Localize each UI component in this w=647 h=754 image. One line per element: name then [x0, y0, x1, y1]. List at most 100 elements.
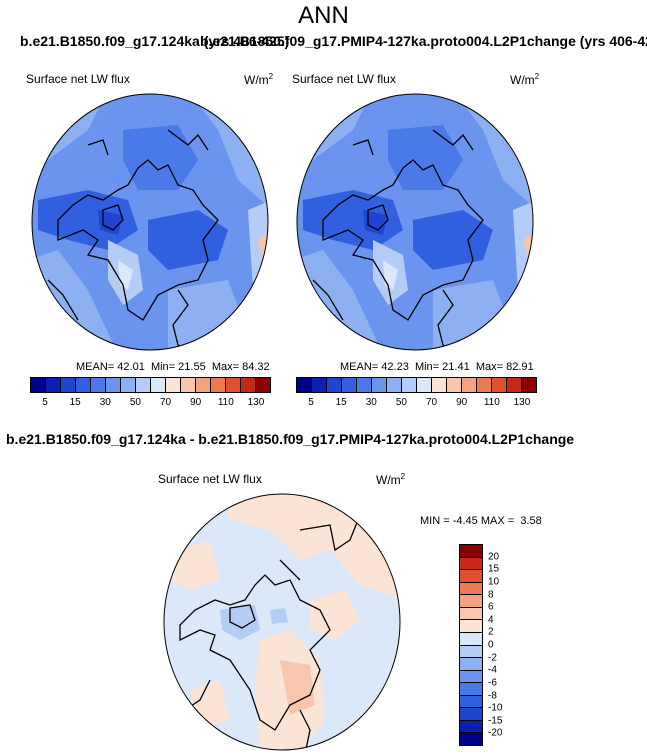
colorbar-tick-label: 50: [129, 397, 141, 408]
colorbar-tick-label: -10: [488, 702, 503, 714]
colorbar-swatch: [196, 378, 211, 392]
colorbar-tick-label: -4: [488, 664, 497, 676]
panel1-header: b.e21.B1850.f09_g17.124ka (yrs 406-425): [20, 33, 290, 49]
colorbar-tick-label: 20: [488, 551, 500, 563]
colorbar-tick-label: 90: [456, 397, 468, 408]
colorbar-tick-label: 10: [488, 576, 500, 588]
colorbar-tick-label: -20: [488, 727, 503, 739]
colorbar-swatch: [61, 378, 76, 392]
colorbar-tick-label: 5: [42, 397, 48, 408]
colorbar-tick-label: 70: [160, 397, 172, 408]
colorbar-tick-label: -15: [488, 715, 503, 727]
colorbar-tick-label: 6: [488, 601, 494, 613]
colorbar-swatch: [460, 733, 482, 745]
colorbar-swatch: [256, 378, 270, 392]
colorbar-swatch: [402, 378, 417, 392]
colorbar-swatch: [460, 570, 482, 583]
panel2-header: b.e21.B1850.f09_g17.PMIP4-127ka.proto004…: [200, 33, 647, 49]
panel1-units: W/m2: [244, 72, 274, 87]
colorbar-tick-label: 0: [488, 639, 494, 651]
panel3-polar-map: [163, 493, 401, 751]
panel1-polar-map: [31, 93, 269, 351]
colorbar-swatch: [166, 378, 181, 392]
colorbar-tick-label: 110: [483, 397, 500, 408]
panel1-colorbar-ticks: 5 15 30 50 70 90 110 130: [30, 397, 271, 411]
panel1-variable: Surface net LW flux: [26, 72, 130, 86]
colorbar-tick-label: 4: [488, 614, 494, 626]
colorbar-tick-label: 50: [395, 397, 407, 408]
colorbar-swatch: [241, 378, 256, 392]
colorbar-tick-label: 30: [99, 397, 111, 408]
colorbar-swatch: [297, 378, 312, 392]
panel2-stats: MEAN= 42.23 Min= 21.41 Max= 82.91: [340, 361, 534, 373]
colorbar-tick-label: 15: [335, 397, 347, 408]
colorbar-swatch: [460, 545, 482, 558]
colorbar-swatch: [121, 378, 136, 392]
colorbar-swatch: [91, 378, 106, 392]
colorbar-tick-label: 8: [488, 589, 494, 600]
colorbar-tick-label: 110: [217, 397, 234, 408]
colorbar-swatch: [460, 595, 482, 608]
colorbar-tick-label: 130: [513, 397, 531, 408]
panel2-units: W/m2: [510, 72, 540, 87]
colorbar-swatch: [507, 378, 522, 392]
colorbar-swatch: [447, 378, 462, 392]
colorbar-tick-label: 2: [488, 626, 494, 638]
colorbar-swatch: [460, 620, 482, 633]
colorbar-swatch: [357, 378, 372, 392]
colorbar-swatch: [327, 378, 342, 392]
panel2-colorbar: [296, 377, 537, 393]
colorbar-swatch: [312, 378, 327, 392]
panel2-variable: Surface net LW flux: [292, 72, 396, 86]
colorbar-swatch: [460, 708, 482, 721]
colorbar-swatch: [76, 378, 91, 392]
colorbar-swatch: [492, 378, 507, 392]
colorbar-tick-label: 130: [247, 397, 265, 408]
colorbar-swatch: [136, 378, 151, 392]
colorbar-tick-label: -2: [488, 652, 497, 664]
colorbar-swatch: [460, 632, 482, 646]
colorbar-swatch: [211, 378, 226, 392]
colorbar-swatch: [477, 378, 492, 392]
panel3-units: W/m2: [376, 472, 406, 487]
colorbar-tick-label: 70: [426, 397, 438, 408]
colorbar-tick-label: 30: [365, 397, 377, 408]
colorbar-swatch: [46, 378, 61, 392]
panel3-colorbar-ticks: 20 15 10 8 6 4 2 0 -2 -4 -6 -8 -10 -15 -20: [488, 544, 518, 746]
colorbar-swatch: [462, 378, 477, 392]
colorbar-swatch: [460, 607, 482, 621]
colorbar-swatch: [372, 378, 387, 392]
panel2-colorbar-ticks: 5 15 30 50 70 90 110 130: [296, 397, 537, 411]
colorbar-swatch: [226, 378, 241, 392]
colorbar-swatch: [106, 378, 121, 392]
colorbar-swatch: [460, 582, 482, 596]
colorbar-swatch: [342, 378, 357, 392]
colorbar-swatch: [31, 378, 46, 392]
panel3-header: b.e21.B1850.f09_g17.124ka - b.e21.B1850.…: [6, 431, 575, 447]
colorbar-swatch: [181, 378, 196, 392]
colorbar-tick-label: 15: [69, 397, 81, 408]
panel2-polar-map: [296, 93, 534, 351]
colorbar-swatch: [151, 378, 166, 392]
colorbar-swatch: [387, 378, 402, 392]
colorbar-tick-label: -8: [488, 690, 497, 701]
colorbar-swatch: [460, 658, 482, 671]
panel3-stats: MIN = -4.45 MAX = 3.58: [420, 515, 542, 527]
colorbar-tick-label: -6: [488, 677, 497, 689]
colorbar-swatch: [460, 557, 482, 571]
colorbar-swatch: [522, 378, 536, 392]
colorbar-swatch: [460, 720, 482, 734]
colorbar-swatch: [460, 670, 482, 684]
colorbar-swatch: [432, 378, 447, 392]
colorbar-tick-label: 90: [190, 397, 202, 408]
colorbar-swatch: [460, 645, 482, 659]
colorbar-swatch: [460, 695, 482, 709]
panel1-stats: MEAN= 42.01 Min= 21.55 Max= 84.32: [76, 361, 270, 373]
colorbar-swatch: [460, 683, 482, 696]
panel3-variable: Surface net LW flux: [158, 472, 262, 486]
figure-title: ANN: [298, 2, 349, 29]
colorbar-swatch: [417, 378, 432, 392]
colorbar-tick-label: 5: [308, 397, 314, 408]
panel3-colorbar: [459, 544, 483, 746]
panel1-colorbar: [30, 377, 271, 393]
